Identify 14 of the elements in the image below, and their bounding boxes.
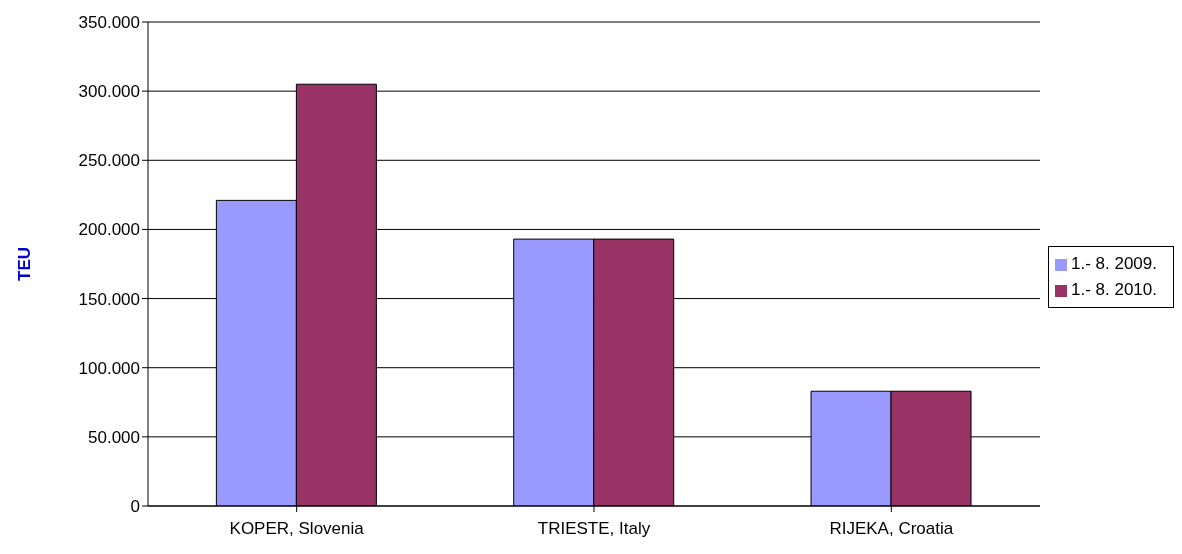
y-tick-label: 0 bbox=[130, 497, 140, 517]
y-tick-label: 100.000 bbox=[78, 358, 140, 378]
legend-label: 1.- 8. 2009. bbox=[1070, 254, 1157, 273]
legend-label: 1.- 8. 2010. bbox=[1070, 280, 1157, 299]
y-axis-title: TEU bbox=[15, 247, 35, 281]
x-tick-label: KOPER, Slovenia bbox=[229, 519, 365, 539]
y-tick-label: 300.000 bbox=[78, 82, 140, 102]
y-tick-label: 50.000 bbox=[88, 427, 140, 447]
x-tick-label: RIJEKA, Croatia bbox=[829, 519, 954, 539]
y-tick-label: 250.000 bbox=[78, 151, 140, 171]
y-tick-label: 200.000 bbox=[78, 220, 140, 240]
y-tick-label: 150.000 bbox=[78, 289, 140, 309]
x-tick-label: TRIESTE, Italy bbox=[537, 519, 651, 539]
y-tick-label: 350.000 bbox=[78, 13, 140, 33]
